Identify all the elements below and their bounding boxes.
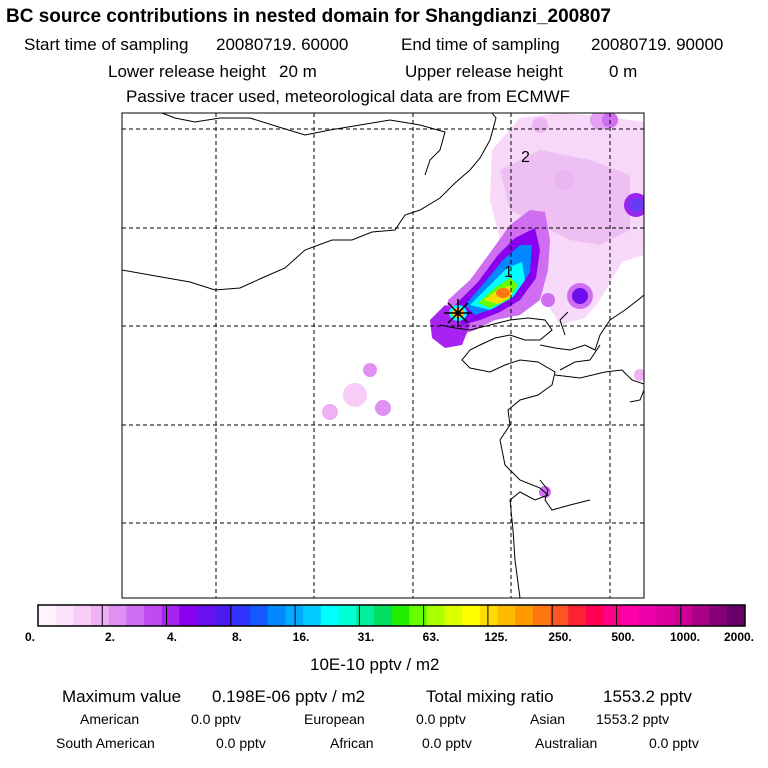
colorbar-tick-label: 500.: [611, 630, 635, 644]
total-mixing-label: Total mixing ratio: [426, 687, 554, 706]
colorbar-tick-label: 31.: [357, 630, 375, 644]
colorbar-tick-label: 125.: [484, 630, 508, 644]
colorbar-tick-label: 4.: [166, 630, 177, 644]
source-region-label-2: 2: [521, 149, 530, 166]
start-time-label: Start time of sampling: [24, 35, 189, 54]
colorbar-swatch: [144, 605, 163, 626]
colorbar-swatch: [550, 605, 569, 626]
colorbar-swatch: [232, 605, 251, 626]
colorbar-swatch: [568, 605, 587, 626]
source-region-label-1: 1: [504, 264, 513, 281]
colorbar-swatch: [603, 605, 622, 626]
colorbar-swatch: [497, 605, 516, 626]
colorbar-swatch: [303, 605, 322, 626]
colorbar-swatch: [444, 605, 463, 626]
region-name: American: [80, 711, 140, 727]
colorbar-swatch: [515, 605, 534, 626]
upper-height-label: Upper release height: [405, 62, 563, 81]
colorbar-tick-label: 0.: [24, 630, 35, 644]
colorbar-tick-label: 63.: [422, 630, 440, 644]
colorbar-swatch: [126, 605, 145, 626]
region-name: African: [330, 735, 374, 751]
colorbar-swatch: [691, 605, 711, 626]
colorbar-swatch: [727, 605, 746, 626]
concentration-field: [322, 113, 644, 498]
colorbar-swatch: [320, 605, 339, 626]
colorbar-swatch: [409, 605, 428, 626]
colorbar-swatch: [462, 605, 481, 626]
colorbar: [37, 604, 746, 627]
colorbar-swatch: [674, 605, 693, 626]
region-value: 0.0 pptv: [649, 735, 699, 751]
region-name: Australian: [535, 735, 598, 751]
colorbar-swatch: [373, 605, 392, 626]
colorbar-tick-label: 16.: [292, 630, 310, 644]
tracer-note: Passive tracer used, meteorological data…: [126, 87, 571, 106]
figure-title: BC source contributions in nested domain…: [6, 6, 611, 27]
colorbar-swatch: [532, 605, 552, 626]
colorbar-swatch: [391, 605, 410, 626]
lower-height-value: 20 m: [279, 62, 317, 81]
colorbar-swatch: [55, 605, 74, 626]
colorbar-swatch: [479, 605, 499, 626]
receptor-marker: [444, 299, 472, 327]
region-name: Asian: [530, 711, 566, 727]
colorbar-tick-label: 2.: [104, 630, 115, 644]
colorbar-swatch: [267, 605, 286, 626]
colorbar-swatch: [38, 605, 57, 626]
colorbar-swatch: [356, 605, 375, 626]
colorbar-swatch: [179, 605, 198, 626]
colorbar-swatch: [214, 605, 233, 626]
colorbar-swatch: [656, 605, 675, 626]
colorbar-tick-label: 8.: [231, 630, 242, 644]
region-value: 1553.2 pptv: [596, 711, 670, 727]
colorbar-swatch: [108, 605, 127, 626]
colorbar-tick-label: 2000.: [723, 630, 755, 644]
colorbar-unit: 10E-10 pptv / m2: [310, 655, 440, 674]
colorbar-swatch: [73, 605, 92, 626]
map-frame: [121, 112, 645, 599]
colorbar-swatch: [621, 605, 640, 626]
upper-height-value: 0 m: [609, 62, 638, 81]
max-value-label: Maximum value: [62, 687, 182, 706]
colorbar-frame: [37, 604, 746, 627]
colorbar-tick-label: 1000.: [669, 630, 701, 644]
end-time-value: 20080719. 90000: [591, 35, 724, 54]
colorbar-swatch: [338, 605, 357, 626]
colorbar-swatch: [709, 605, 728, 626]
region-name: South American: [56, 735, 155, 751]
colorbar-swatch: [197, 605, 216, 626]
region-value: 0.0 pptv: [416, 711, 466, 727]
colorbar-swatch: [161, 605, 180, 626]
region-value: 0.0 pptv: [422, 735, 472, 751]
lower-height-label: Lower release height: [108, 62, 266, 81]
colorbar-swatch: [250, 605, 269, 626]
region-value: 0.0 pptv: [216, 735, 266, 751]
total-mixing-value: 1553.2 pptv: [603, 687, 692, 706]
region-name: European: [304, 711, 365, 727]
end-time-label: End time of sampling: [401, 35, 560, 54]
colorbar-swatch: [285, 605, 304, 626]
region-value: 0.0 pptv: [191, 711, 241, 727]
colorbar-swatch: [426, 605, 446, 626]
colorbar-swatch: [91, 605, 110, 626]
lat-lon-grid: [122, 113, 644, 598]
coastlines: [122, 113, 644, 598]
max-value: 0.198E-06 pptv / m2: [212, 687, 366, 706]
start-time-value: 20080719. 60000: [216, 35, 349, 54]
colorbar-tick-label: 250.: [548, 630, 572, 644]
colorbar-swatch: [585, 605, 605, 626]
colorbar-swatch: [638, 605, 658, 626]
